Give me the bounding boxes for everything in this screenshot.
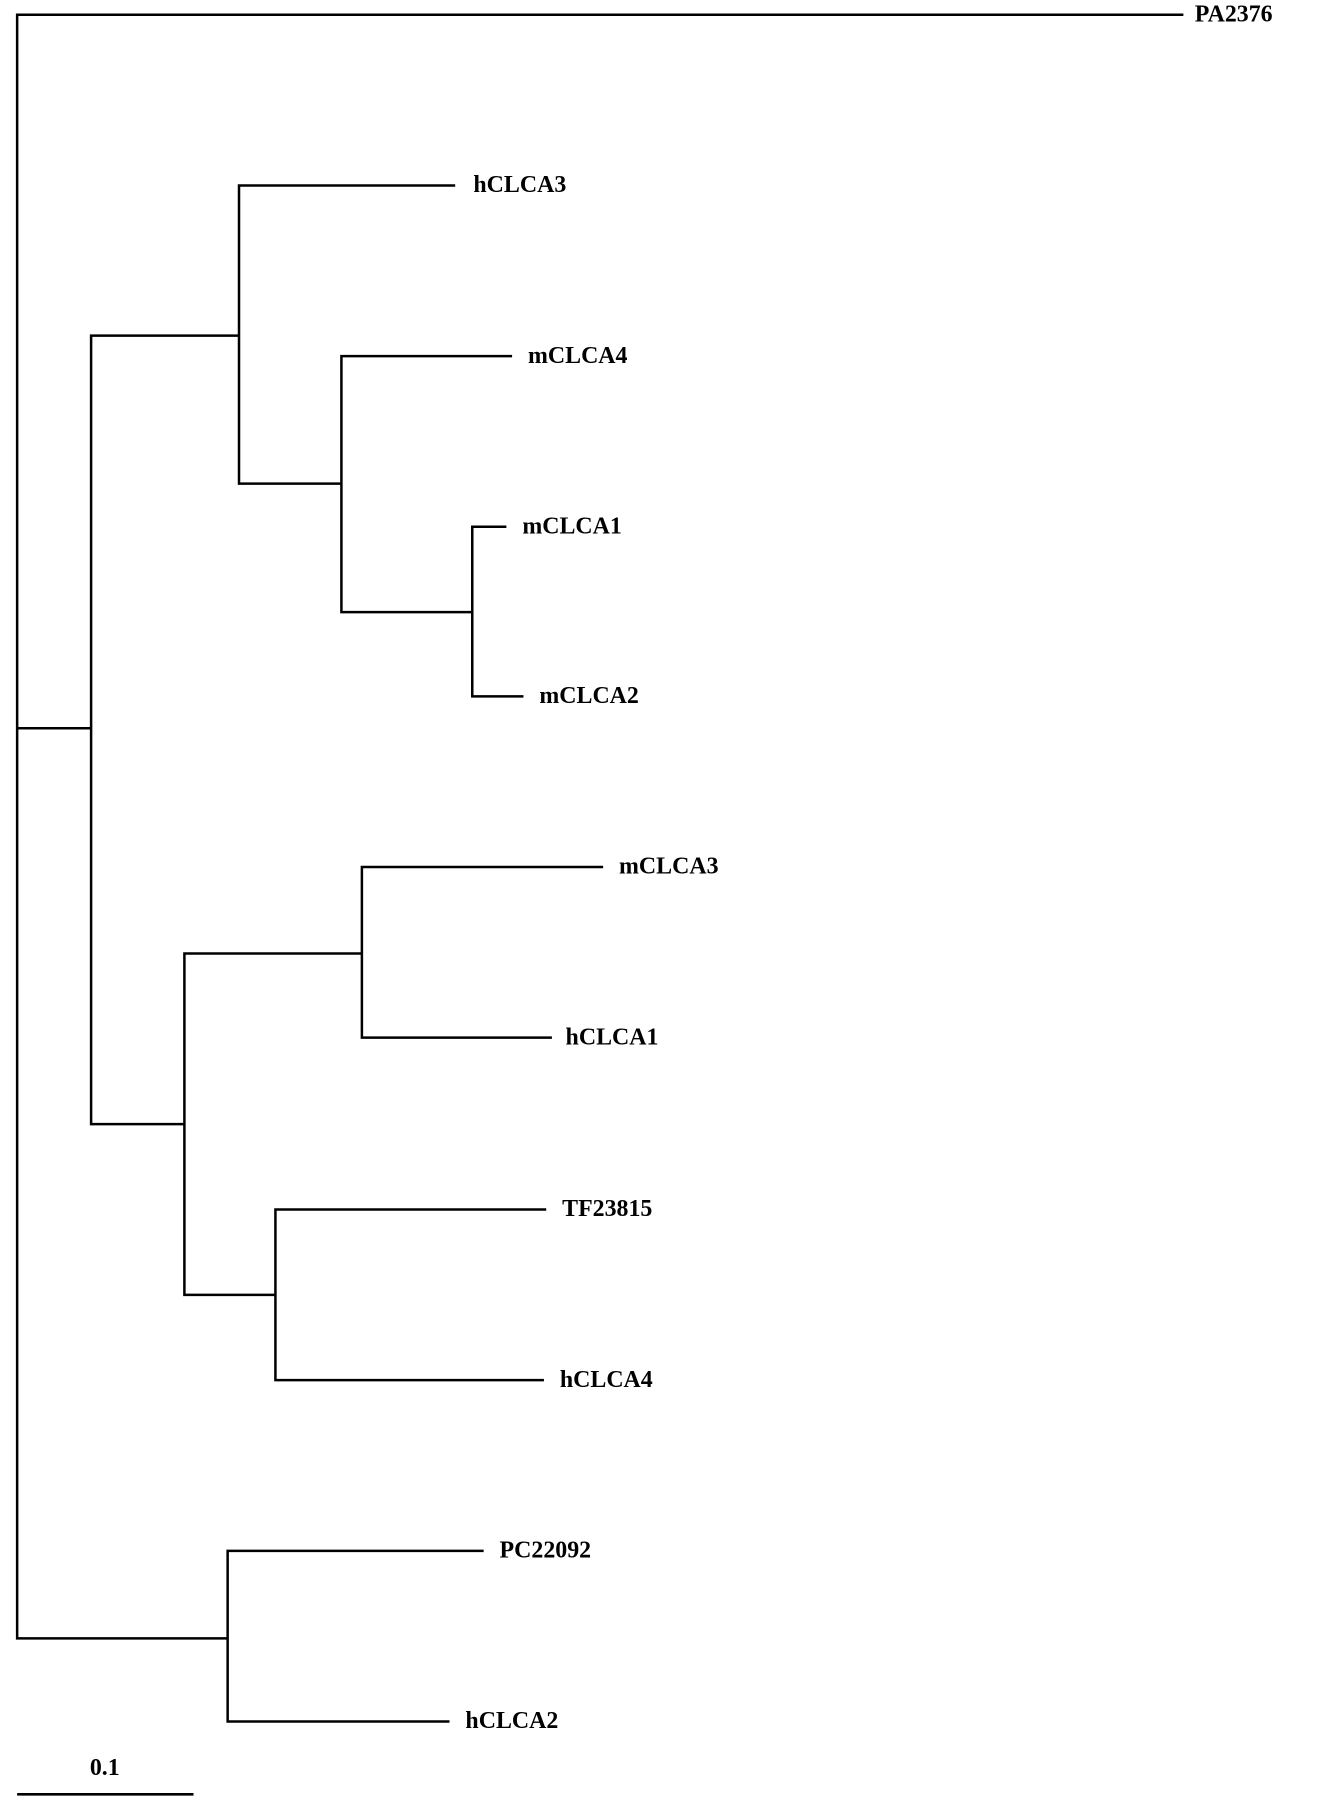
leaf-label: PA2376 [1195, 1, 1273, 27]
scale-label: 0.1 [90, 1755, 120, 1781]
leaf-label: hCLCA1 [566, 1024, 659, 1050]
branch [226, 1549, 484, 1723]
branch [183, 952, 362, 1297]
leaf-label: TF23815 [562, 1196, 652, 1222]
leaf-label: hCLCA4 [560, 1367, 653, 1393]
leaf-label: mCLCA2 [539, 683, 638, 709]
leaf-label: mCLCA4 [528, 343, 628, 369]
branch [340, 354, 513, 614]
branch [360, 865, 604, 1039]
branch [471, 525, 524, 698]
branch [15, 13, 1184, 1640]
branch [237, 184, 456, 485]
leaf-label: hCLCA2 [465, 1708, 558, 1734]
branch [89, 334, 240, 1126]
leaf-label: mCLCA3 [619, 854, 719, 880]
leaf-label: hCLCA3 [473, 172, 566, 198]
leaf-label: PC22092 [500, 1537, 592, 1563]
leaf-label: mCLCA1 [522, 513, 621, 539]
branch [274, 1208, 547, 1382]
branches [15, 13, 1184, 1796]
